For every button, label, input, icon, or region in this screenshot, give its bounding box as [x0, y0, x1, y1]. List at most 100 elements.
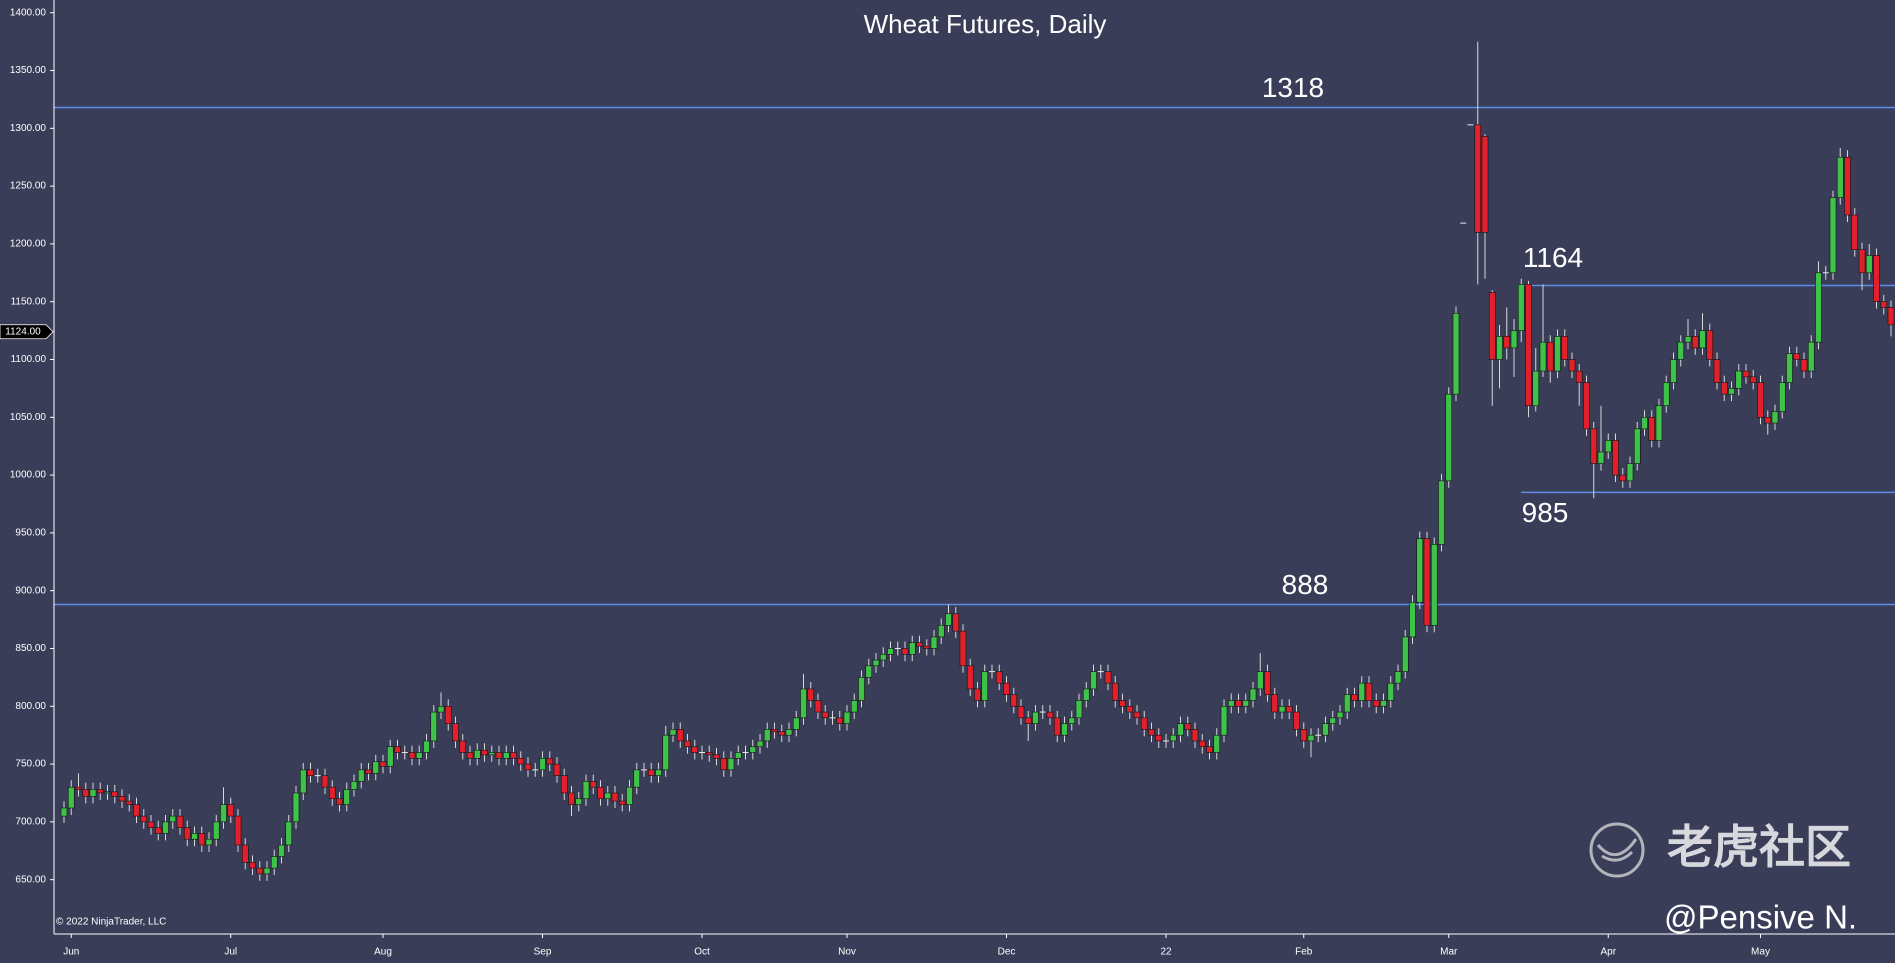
candle-body [1104, 671, 1112, 684]
candle-body [256, 867, 264, 875]
candle-body [1757, 382, 1764, 418]
candle-body [278, 844, 285, 857]
candle-body [1633, 428, 1641, 464]
y-tick-label: 1250.00 [10, 181, 47, 192]
candle-body [1619, 474, 1627, 482]
candle-body [205, 838, 213, 846]
candle-body [865, 665, 873, 678]
candle-body [727, 757, 735, 771]
candle-body [415, 752, 423, 759]
candle-body [945, 613, 952, 626]
level-label: 888 [1282, 569, 1329, 600]
candle-body [1474, 124, 1482, 233]
candle-body [162, 821, 169, 834]
candle-body [394, 746, 401, 753]
candle-body [1148, 729, 1155, 736]
candle-body [60, 807, 68, 817]
candle-body [821, 711, 829, 719]
candle-body [1655, 405, 1663, 441]
candle-body [466, 752, 474, 759]
candle-body [1163, 740, 1169, 742]
candle-body [307, 769, 314, 776]
candle-body [1583, 382, 1590, 430]
candle-body [1510, 330, 1518, 349]
candle-body [1307, 734, 1315, 742]
candle-body [1177, 723, 1184, 736]
candle-body [1641, 416, 1648, 430]
candle-body [1815, 272, 1822, 343]
candle-body [183, 827, 191, 840]
candle-body [1771, 411, 1779, 424]
x-tick-label: Nov [838, 947, 856, 958]
candle-body [1829, 197, 1837, 274]
candle-body [611, 792, 619, 802]
y-tick-label: 800.00 [15, 701, 46, 712]
candle-body [510, 752, 517, 759]
candle-body [1648, 416, 1656, 441]
x-tick-label: Apr [1600, 947, 1616, 958]
candle-body [641, 769, 647, 771]
candle-body [372, 761, 380, 774]
y-tick-label: 1050.00 [10, 412, 47, 423]
candle-body [1213, 734, 1221, 753]
candle-body [1380, 700, 1387, 707]
candle-body [916, 642, 923, 647]
candle-body [111, 791, 119, 797]
candle-body [423, 740, 430, 753]
candle-body [655, 769, 662, 776]
candle-body [1097, 671, 1104, 673]
candle-body [1481, 136, 1489, 233]
candle-body [1467, 124, 1474, 126]
candle-body [437, 705, 445, 713]
candle-body [227, 804, 235, 817]
candle-body [1749, 376, 1757, 383]
candle-body [691, 746, 699, 753]
candle-body [1604, 440, 1612, 453]
candle-body [1090, 671, 1097, 690]
candle-body [386, 746, 394, 767]
candle-body [1858, 249, 1866, 274]
candle-body [829, 717, 836, 719]
candle-body [1191, 729, 1199, 742]
candle-body [1198, 740, 1206, 748]
candle-body [1735, 370, 1743, 389]
candles [60, 41, 1895, 881]
candle-body [1887, 307, 1895, 326]
candle-body [836, 717, 844, 724]
candle-body [285, 821, 293, 846]
candle-body [1844, 156, 1851, 216]
candle-body [191, 833, 198, 840]
candle-body [1546, 341, 1554, 372]
candle-body [357, 769, 365, 782]
candle-body [1851, 214, 1859, 250]
candle-body [618, 800, 626, 805]
candle-body [1082, 688, 1090, 701]
x-tick-label: May [1751, 947, 1770, 958]
watermark-brand: 老虎社区 [1667, 821, 1851, 873]
candle-body [1365, 682, 1373, 701]
candle-body [763, 729, 771, 742]
candle-body [1452, 312, 1460, 395]
x-tick-label: 22 [1160, 947, 1172, 958]
candle-body [1626, 463, 1634, 482]
candle-body [263, 867, 271, 875]
candle-body [1140, 717, 1148, 730]
candle-body [749, 746, 757, 753]
x-tick-label: Dec [998, 947, 1016, 958]
y-tick-label: 700.00 [15, 817, 46, 828]
candle-body [176, 815, 184, 828]
candle-body [1880, 301, 1888, 308]
candle-body [568, 792, 575, 805]
candle-body [299, 769, 307, 794]
watermark-logo [1589, 822, 1645, 878]
candle-body [118, 796, 126, 802]
candle-body [604, 792, 612, 800]
y-tick-label: 1150.00 [11, 296, 47, 307]
candle-body [430, 711, 438, 742]
candle-body [292, 792, 300, 823]
candle-body [473, 749, 481, 759]
candle-body [771, 729, 778, 733]
candle-body [1554, 336, 1561, 372]
candle-body [1343, 694, 1351, 713]
candle-body [1561, 336, 1569, 360]
